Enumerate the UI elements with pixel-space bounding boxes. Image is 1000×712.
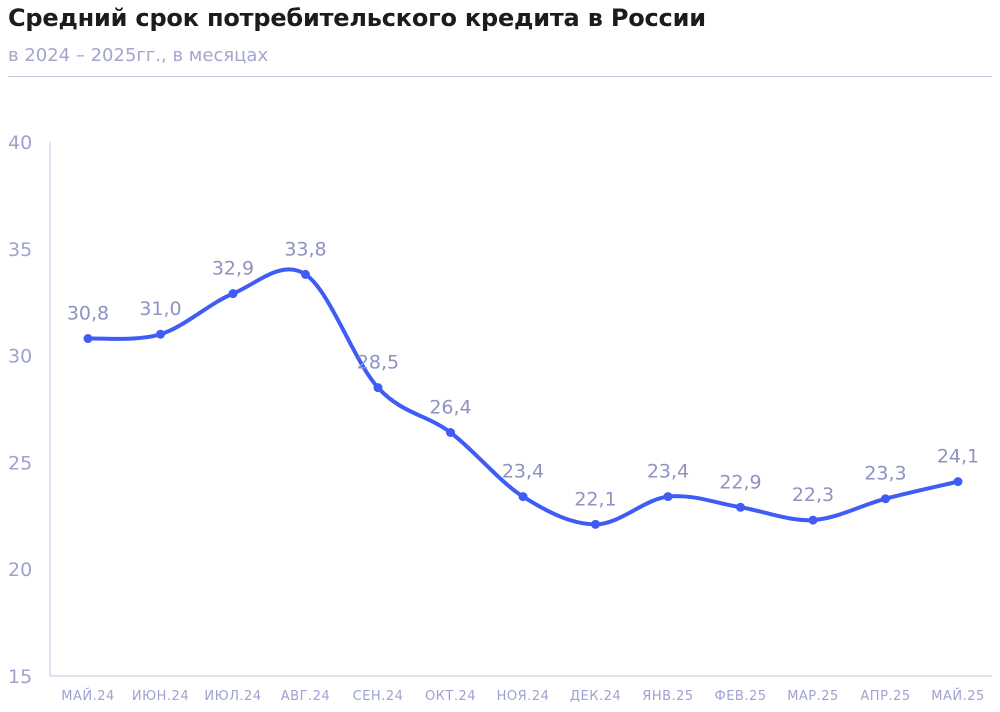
- data-points: [83, 269, 963, 529]
- data-point: [83, 334, 93, 344]
- x-tick-label: МАЙ.24: [61, 688, 115, 704]
- x-tick-label: ОКТ.24: [425, 689, 476, 704]
- y-tick-label: 25: [8, 452, 32, 474]
- data-point: [663, 492, 673, 502]
- x-tick-label: ИЮЛ.24: [204, 689, 261, 704]
- data-label: 33,8: [284, 238, 326, 260]
- data-point: [808, 515, 818, 525]
- x-tick-label: ФЕВ.25: [715, 689, 767, 704]
- data-label: 31,0: [139, 298, 181, 320]
- x-tick-label: АПР.25: [860, 689, 910, 704]
- header-divider: [8, 76, 992, 77]
- data-point: [156, 329, 165, 339]
- data-point: [736, 502, 745, 512]
- x-tick-label: МАР.25: [787, 689, 839, 704]
- y-tick-label: 30: [8, 346, 32, 368]
- data-label: 23,4: [502, 461, 544, 483]
- data-point: [228, 289, 238, 299]
- chart-title: Средний срок потребительского кредита в …: [8, 4, 706, 32]
- y-tick-label: 40: [8, 132, 32, 154]
- y-tick-label: 15: [8, 666, 32, 688]
- data-point: [518, 492, 528, 502]
- y-axis-ticks: 15 20 25 30 35 40: [8, 132, 32, 688]
- data-label: 28,5: [357, 352, 399, 374]
- y-tick-label: 35: [8, 239, 32, 261]
- x-tick-label: МАЙ.25: [931, 688, 985, 704]
- data-label: 22,3: [792, 484, 834, 506]
- data-labels: 30,8 31,0 32,9 33,8 28,5 26,4 23,4 22,1 23,4 22,9…: [67, 238, 979, 510]
- data-point: [373, 383, 383, 393]
- y-tick-label: 20: [8, 559, 32, 581]
- data-point: [591, 519, 600, 529]
- x-tick-label: НОЯ.24: [497, 689, 550, 704]
- data-point: [953, 477, 963, 487]
- data-label: 23,4: [647, 461, 689, 483]
- chart-axes: [49, 142, 992, 677]
- data-label: 22,9: [719, 471, 761, 493]
- data-label: 30,8: [67, 303, 109, 325]
- data-point: [301, 269, 310, 279]
- x-axis-ticks: МАЙ.24 ИЮН.24 ИЮЛ.24 АВГ.24 СЕН.24 ОКТ.24 НОЯ.…: [61, 688, 985, 704]
- data-label: 22,1: [574, 488, 616, 510]
- chart-subtitle: в 2024 – 2025гг., в месяцах: [8, 45, 269, 66]
- x-tick-label: АВГ.24: [281, 689, 330, 704]
- data-point: [446, 427, 455, 437]
- x-tick-label: СЕН.24: [353, 689, 404, 704]
- data-point: [881, 494, 890, 504]
- data-label: 26,4: [429, 396, 471, 418]
- data-label: 32,9: [212, 258, 254, 280]
- x-tick-label: ЯНВ.25: [642, 689, 693, 704]
- data-label: 23,3: [864, 463, 906, 485]
- data-label: 24,1: [937, 446, 979, 468]
- x-tick-label: ИЮН.24: [132, 689, 189, 704]
- x-tick-label: ДЕК.24: [570, 689, 621, 704]
